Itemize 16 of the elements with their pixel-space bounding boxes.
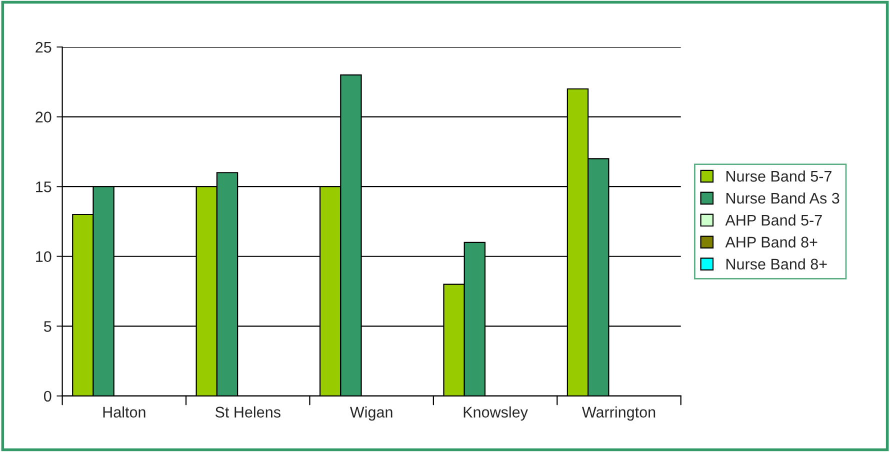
y-tick-label: 15 — [36, 182, 52, 192]
x-tick-label: St Helens — [215, 406, 280, 418]
x-tick-label: Knowsley — [464, 406, 528, 421]
legend-label: AHP Band 5-7 — [725, 214, 822, 226]
legend-label: AHP Band 8+ — [725, 236, 818, 248]
legend-label: Nurse Band 5-7 — [726, 170, 832, 182]
x-tick-label: Warrington — [582, 406, 656, 421]
y-tick-label: 25 — [36, 42, 52, 53]
y-tick-label: 10 — [36, 251, 52, 262]
y-tick-label: 0 — [44, 390, 52, 402]
y-tick-label: 20 — [36, 112, 52, 122]
x-tick-label: Halton — [103, 406, 146, 418]
x-tick-label: Wigan — [350, 406, 392, 421]
legend-label: Nurse Band As 3 — [726, 192, 840, 204]
legend-label: Nurse Band 8+ — [726, 258, 827, 270]
y-tick-label: 5 — [44, 321, 52, 332]
